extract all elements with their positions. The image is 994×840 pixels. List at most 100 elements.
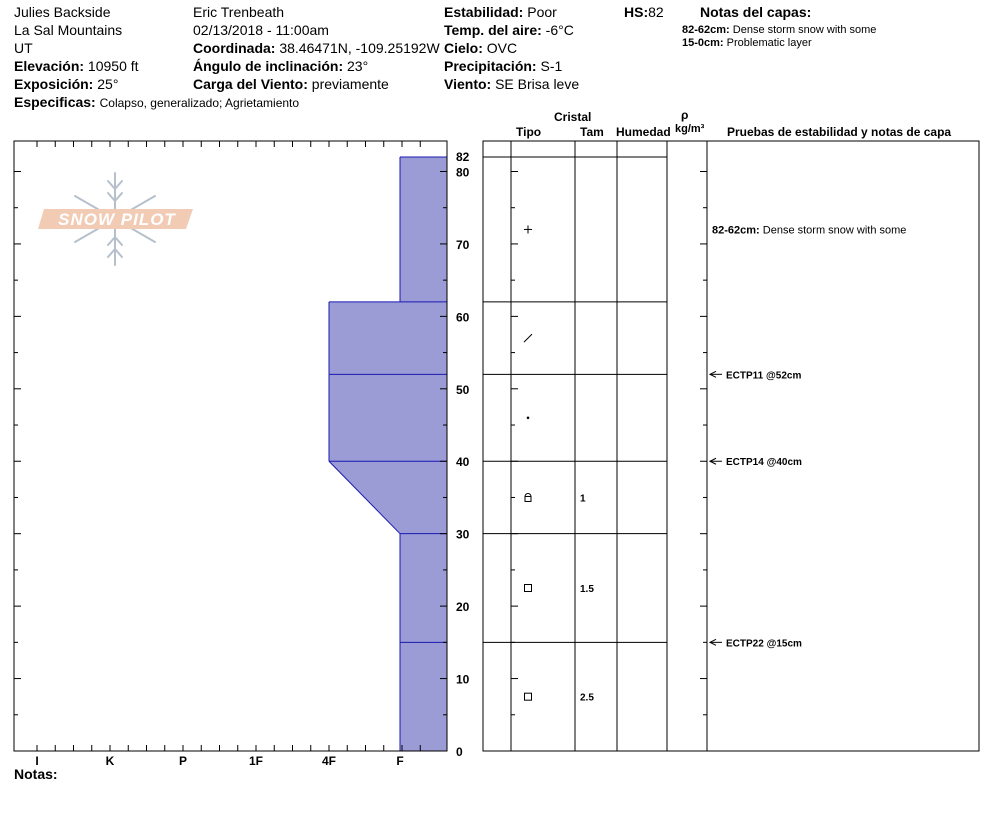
elevation-value: 10950 ft [87, 58, 139, 74]
coord-value: 38.46471N, -109.25192W [279, 40, 440, 56]
hardness-label-I: I [35, 754, 38, 768]
specifics: Especificas: Colapso, generalizado; Agri… [14, 94, 299, 111]
grain-size-4: 1 [580, 493, 586, 504]
height-label-82: 82 [456, 150, 470, 164]
col-cristal: Cristal [554, 110, 592, 124]
hs-value: 82 [648, 4, 664, 20]
height-label-30: 30 [456, 528, 470, 542]
mountain-range: La Sal Mountains [14, 22, 123, 38]
profile-frame [13, 140, 448, 752]
specifics-value: Colapso, generalizado; Agrietamiento [99, 96, 300, 110]
rounded-grains-icon [526, 416, 530, 420]
stability-test-2: ECTP14 @40cm [726, 457, 802, 468]
height-label-20: 20 [456, 600, 470, 614]
height-label-40: 40 [456, 455, 470, 469]
layer-note-1-range: 82-62cm: [682, 24, 730, 36]
incline-label: Ángulo de inclinación: [193, 58, 344, 74]
grain-size-5: 1.5 [580, 584, 594, 595]
sky-value: OVC [486, 40, 518, 56]
sky: Cielo: OVC [444, 40, 517, 57]
col-rho: ρ [681, 108, 689, 122]
layer-note-1-text: Dense storm snow with some [732, 24, 877, 36]
test-arrow-icon [708, 638, 717, 646]
grain-size-6: 2.5 [580, 693, 594, 704]
hardness-label-4F: 4F [322, 754, 336, 768]
notes-label: Notas: [14, 766, 58, 782]
precipitation: Precipitación: S-1 [444, 58, 562, 75]
column-layer-note-text: Dense storm snow with some [760, 224, 907, 236]
incline: Ángulo de inclinación: 23° [193, 58, 368, 75]
hardness-layer-6 [400, 642, 447, 751]
test-arrow-icon [708, 457, 717, 465]
state: UT [14, 40, 33, 56]
stability-label: Estabilidad: [444, 4, 524, 20]
wind-load: Carga del Viento: previamente [193, 76, 389, 93]
column-layer-note-1: 82-62cm: Dense storm snow with some [712, 224, 906, 236]
faceted-crystals-icon [524, 584, 532, 593]
hardness-layer-2 [329, 301, 447, 375]
height-label-50: 50 [456, 383, 470, 397]
height-label-70: 70 [456, 238, 470, 252]
coord-label: Coordinada: [193, 40, 276, 56]
height-label-10: 10 [456, 673, 470, 687]
height-label-60: 60 [456, 310, 470, 324]
stability-value: Poor [527, 4, 557, 20]
layer-note-2-text: Problematic layer [726, 37, 812, 49]
aspect-value: 25° [97, 76, 119, 92]
stability: Estabilidad: Poor [444, 4, 557, 21]
date-time: 02/13/2018 - 11:00am [193, 22, 329, 38]
logo-banner [38, 209, 193, 229]
location-name: Julies Backside [14, 4, 111, 20]
wind: Viento: SE Brisa leve [444, 76, 579, 93]
table-frame [482, 140, 980, 752]
precipitation-particles-icon [524, 225, 532, 234]
hardness-layer-5 [400, 533, 447, 643]
col-density-unit: kg/m³ [675, 123, 705, 135]
elevation-label: Elevación: [14, 58, 85, 74]
column-layer-note-range: 82-62cm: [712, 224, 760, 236]
logo-text: SNOW PILOT [58, 210, 176, 229]
aspect: Exposición: 25° [14, 76, 118, 93]
elevation: Elevación: 10950 ft [14, 58, 139, 75]
layer-note-2: 15-0cm: Problematic layer [682, 37, 812, 50]
decomposing-fragments-icon [523, 333, 533, 343]
stability-test-1: ECTP11 @52cm [726, 370, 801, 381]
air-temp-label: Temp. del aire: [444, 22, 542, 38]
wind-load-label: Carga del Viento: [193, 76, 308, 92]
precip-label: Precipitación: [444, 58, 537, 74]
hardness-label-F: F [396, 754, 403, 768]
observer: Eric Trenbeath [193, 4, 285, 20]
col-tipo: Tipo [516, 125, 542, 139]
col-tests: Pruebas de estabilidad y notas de capa [727, 125, 952, 139]
precip-value: S-1 [540, 58, 563, 74]
specifics-label: Especificas: [14, 94, 96, 110]
aspect-label: Exposición: [14, 76, 94, 92]
layer-edge-4 [328, 460, 401, 535]
layer-note-2-range: 15-0cm: [682, 37, 724, 49]
snowpilot-logo: SNOW PILOT [38, 172, 193, 266]
hardness-layer-4 [329, 461, 447, 534]
incline-value: 23° [347, 58, 369, 74]
air-temp-value: -6°C [545, 22, 574, 38]
col-humedad: Humedad [616, 125, 671, 139]
hardness-layer-1 [400, 157, 447, 302]
test-arrow-icon [708, 370, 717, 378]
hardness-label-1F: 1F [249, 754, 263, 768]
coordinates: Coordinada: 38.46471N, -109.25192W [193, 40, 440, 57]
faceted-rounding-icon [524, 493, 532, 502]
hs-label: HS: [624, 4, 649, 20]
col-tam: Tam [580, 125, 604, 139]
air-temp: Temp. del aire: -6°C [444, 22, 574, 39]
layer-notes-title: Notas del capas: [700, 4, 812, 20]
hardness-label-P: P [179, 754, 187, 768]
wind-value: SE Brisa leve [495, 76, 580, 92]
height-label-0: 0 [456, 745, 463, 759]
stability-test-3: ECTP22 @15cm [726, 638, 802, 649]
layer-note-1: 82-62cm: Dense storm snow with some [682, 24, 876, 37]
sky-label: Cielo: [444, 40, 483, 56]
hardness-label-K: K [106, 754, 115, 768]
faceted-crystals-icon [524, 692, 532, 701]
wind-load-value: previamente [311, 76, 389, 92]
total-height: HS:82 [624, 4, 664, 21]
